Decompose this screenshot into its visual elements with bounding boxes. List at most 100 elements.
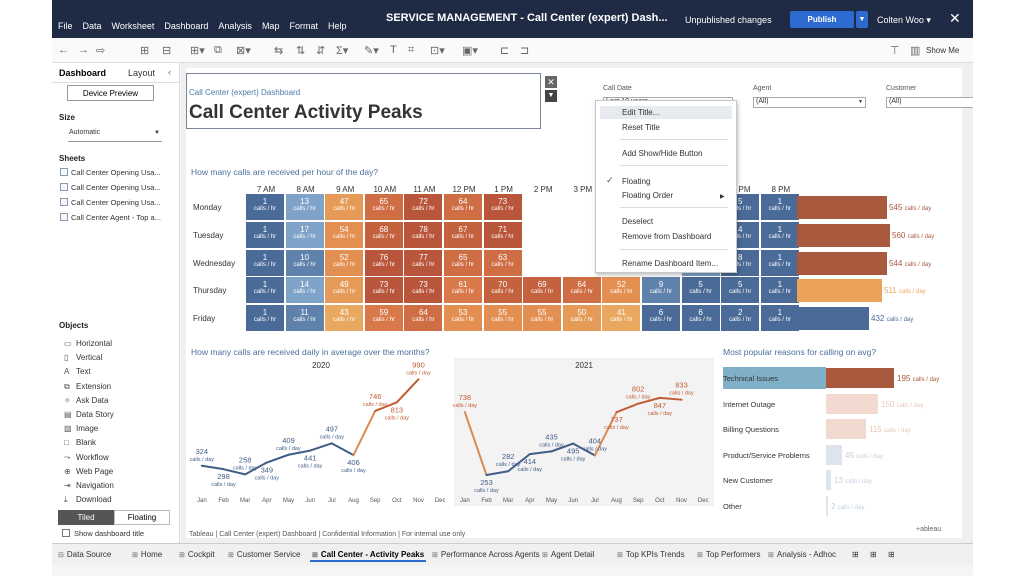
menu-item-worksheet[interactable]: Worksheet bbox=[111, 21, 155, 31]
filter-select-customer[interactable]: (All)▼ bbox=[886, 97, 973, 108]
object-data-story[interactable]: ▤ Data Story bbox=[64, 410, 114, 419]
object-extension[interactable]: ⧉ Extension bbox=[64, 382, 111, 392]
tab-call-center-activity-peaks[interactable]: ⊞ Call Center - Activity Peaks bbox=[312, 550, 424, 559]
menu-item-deselect[interactable]: Deselect bbox=[622, 217, 654, 226]
cell-unit: calls / hr bbox=[412, 261, 435, 268]
tab-customer-service[interactable]: ⊞ Customer Service bbox=[228, 550, 300, 559]
sheet-item[interactable]: Call Center Opening Usa... bbox=[60, 198, 161, 207]
format-icon[interactable]: ⊡▾ bbox=[430, 45, 445, 57]
clear-sheet-icon[interactable]: ⊠▾ bbox=[236, 45, 251, 57]
tab-top-performers[interactable]: ⊞ Top Performers bbox=[697, 550, 761, 559]
close-icon[interactable]: ✕ bbox=[949, 10, 961, 26]
chevron-down-icon: ▼ bbox=[154, 130, 160, 136]
menu-item-reset-title[interactable]: Reset Title bbox=[622, 123, 660, 132]
new-dashboard-icon[interactable]: ⊞ bbox=[870, 550, 877, 559]
device-preview-button[interactable]: Device Preview bbox=[67, 85, 154, 101]
remove-object-icon[interactable]: ✕ bbox=[545, 76, 557, 88]
menu-item-file[interactable]: File bbox=[58, 21, 73, 31]
object-download[interactable]: ⤓ Download bbox=[64, 495, 112, 505]
title-object[interactable]: Call Center (expert) Dashboard Call Cent… bbox=[186, 73, 541, 129]
sort-desc-icon[interactable]: ⇵ bbox=[316, 45, 326, 57]
present-icon[interactable]: ⊏ bbox=[500, 45, 510, 57]
publish-dropdown-icon[interactable]: ▼ bbox=[856, 11, 868, 28]
line-segment bbox=[485, 470, 510, 477]
cell-value: 55 bbox=[537, 308, 547, 318]
swap-icon[interactable]: ⇆ bbox=[274, 45, 284, 57]
share-icon[interactable]: ⊐ bbox=[520, 45, 530, 57]
menu-item-dashboard[interactable]: Dashboard bbox=[164, 21, 209, 31]
tab-top-kpis-trends[interactable]: ⊞ Top KPIs Trends bbox=[617, 550, 685, 559]
tab-home[interactable]: ⊞ Home bbox=[132, 550, 162, 559]
tab-analysis-adhoc[interactable]: ⊞ Analysis - Adhoc bbox=[768, 550, 836, 559]
sheet-item[interactable]: Call Center Opening Usa... bbox=[60, 168, 161, 177]
object-vertical[interactable]: ▯ Vertical bbox=[64, 353, 102, 362]
show-me-icon[interactable]: ▥ bbox=[910, 45, 921, 57]
filter-label-customer: Customer bbox=[886, 85, 917, 92]
sort-asc-icon[interactable]: ⇅ bbox=[296, 45, 306, 57]
object-workflow[interactable]: ⤳ Workflow bbox=[64, 453, 109, 463]
tiled-toggle[interactable]: Tiled bbox=[58, 510, 114, 525]
menu-item-data[interactable]: Data bbox=[82, 21, 102, 31]
size-select[interactable]: Automatic ▼ bbox=[68, 129, 162, 142]
object-navigation[interactable]: ⇥ Navigation bbox=[64, 481, 114, 490]
save-icon[interactable]: ⊟ bbox=[162, 45, 172, 57]
tab-label: Cockpit bbox=[187, 550, 215, 559]
menu-item-floating-order[interactable]: Floating Order bbox=[622, 191, 674, 200]
tab-dashboard[interactable]: Dashboard bbox=[59, 68, 107, 78]
floating-toggle[interactable]: Floating bbox=[114, 510, 170, 525]
cell-value: 11 bbox=[300, 308, 309, 318]
cell-unit: calls / hr bbox=[372, 289, 395, 296]
collapse-icon[interactable]: ‹ bbox=[168, 67, 171, 77]
more-options-icon[interactable]: ▼ bbox=[545, 90, 557, 102]
object-ask-data[interactable]: ✧ Ask Data bbox=[64, 396, 108, 405]
menu-item-add-show-hide[interactable]: Add Show/Hide Button bbox=[622, 149, 703, 158]
object-blank[interactable]: □ Blank bbox=[64, 438, 96, 447]
filter-select-agent[interactable]: (All) ▼ bbox=[753, 97, 866, 108]
new-sheet-icon[interactable]: ⊞▾ bbox=[190, 45, 205, 57]
cell-value: 59 bbox=[379, 308, 389, 318]
new-sheet-icon[interactable]: ⊞ bbox=[852, 550, 859, 559]
point-value-label: 406 bbox=[347, 458, 360, 467]
publish-button[interactable]: Publish bbox=[790, 11, 854, 28]
sheet-item[interactable]: Call Center Agent - Top a... bbox=[60, 213, 161, 222]
tab-performance-across-agents[interactable]: ⊞ Performance Across Agents bbox=[432, 550, 540, 559]
object-image[interactable]: ▧ Image bbox=[64, 424, 98, 433]
menu-item-remove[interactable]: Remove from Dashboard bbox=[622, 232, 712, 241]
menu-item-floating[interactable]: Floating bbox=[622, 177, 651, 186]
show-me-button[interactable]: Show Me bbox=[926, 46, 960, 55]
cell-unit: calls / hr bbox=[649, 317, 673, 324]
object-text[interactable]: A Text bbox=[64, 367, 91, 376]
forward-icon[interactable]: → bbox=[78, 44, 89, 56]
menu-item-analysis[interactable]: Analysis bbox=[218, 21, 252, 31]
object-web-page[interactable]: ⊕ Web Page bbox=[64, 467, 113, 476]
cell-value: 10 bbox=[300, 252, 310, 262]
cell-unit: calls / hr bbox=[293, 289, 316, 296]
menu-item-edit-title[interactable]: Edit Title... bbox=[600, 106, 732, 119]
redo-icon[interactable]: ⇨ bbox=[96, 45, 106, 57]
tab-cockpit[interactable]: ⊞ Cockpit bbox=[179, 550, 215, 559]
group-icon[interactable]: ⌗ bbox=[408, 44, 415, 56]
labels-icon[interactable]: T bbox=[390, 44, 397, 56]
back-icon[interactable]: ← bbox=[58, 44, 69, 56]
tab-agent-detail[interactable]: ⊞ Agent Detail bbox=[542, 550, 594, 559]
vertical-icon: ▯ bbox=[64, 353, 69, 363]
new-datasource-icon[interactable]: ⊞ bbox=[140, 45, 150, 57]
tab-data-source[interactable]: ⊟ Data Source bbox=[58, 550, 111, 559]
menu-item-map[interactable]: Map bbox=[261, 21, 280, 31]
cell-value: 61 bbox=[458, 280, 468, 290]
tab-layout[interactable]: Layout bbox=[128, 68, 156, 78]
totals-icon[interactable]: Σ▾ bbox=[336, 45, 349, 57]
new-story-icon[interactable]: ⊞ bbox=[888, 550, 895, 559]
user-menu[interactable]: Colten Woo ▾ bbox=[877, 15, 931, 25]
sheet-item[interactable]: Call Center Opening Usa... bbox=[60, 183, 161, 192]
menu-item-format[interactable]: Format bbox=[289, 21, 318, 31]
highlight-icon[interactable]: ✎▾ bbox=[364, 45, 379, 57]
duplicate-sheet-icon[interactable]: ⧉ bbox=[214, 44, 222, 56]
pin-icon[interactable]: ⊤ bbox=[890, 45, 900, 57]
daily-calls-line-chart: 2020 Jan Feb Mar Apr May Jun Jul Aug Sep Oct Nov Dec… bbox=[190, 358, 714, 506]
menu-item-help[interactable]: Help bbox=[327, 21, 347, 31]
object-horizontal[interactable]: ▭ Horizontal bbox=[64, 339, 112, 348]
fit-icon[interactable]: ▣▾ bbox=[462, 45, 478, 57]
show-title-checkbox[interactable]: Show dashboard title bbox=[62, 529, 144, 538]
menu-item-rename[interactable]: Rename Dashboard Item... bbox=[622, 259, 719, 268]
